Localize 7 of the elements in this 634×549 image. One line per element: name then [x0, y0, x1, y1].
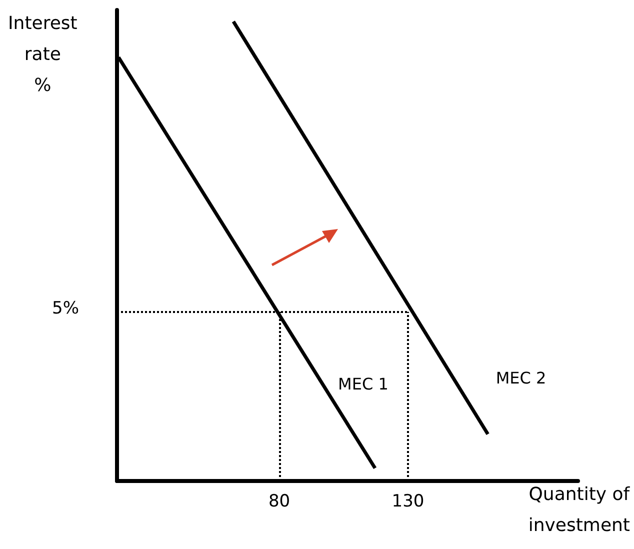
x-tick-label: 80 [268, 492, 290, 512]
x-axis-title: Quantity of investment [528, 484, 630, 536]
y-axis-title: Interest rate % [8, 13, 78, 96]
series-label: MEC 2 [496, 368, 546, 388]
series-label: MEC 1 [338, 374, 388, 394]
text: 5% [52, 298, 79, 318]
x-tick-label: 130 [392, 492, 424, 512]
